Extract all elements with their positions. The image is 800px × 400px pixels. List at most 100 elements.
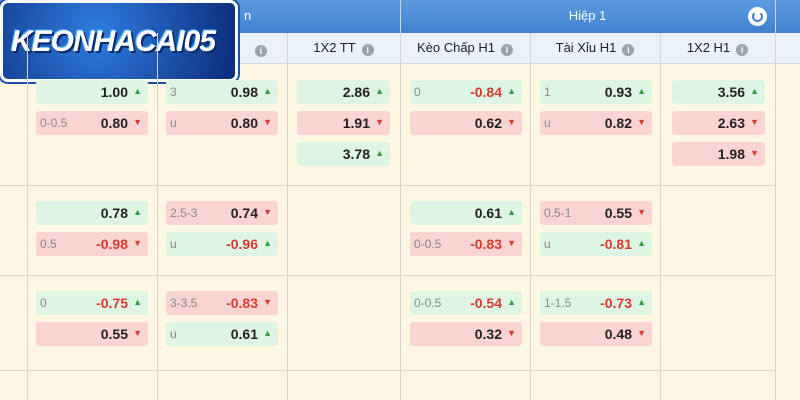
trend-arrow xyxy=(133,328,142,338)
odds-value: 1.91 xyxy=(342,115,370,131)
handicap-line: 3 xyxy=(170,85,177,99)
divider xyxy=(660,33,661,400)
trend-arrow xyxy=(637,297,646,307)
trend-arrow xyxy=(263,238,272,248)
odds-cell[interactable]: u -0.81 xyxy=(540,232,652,256)
row-divider xyxy=(0,275,775,276)
odds-cell[interactable]: 1.00 xyxy=(36,80,148,104)
section-label: Hiệp 1 xyxy=(568,8,607,23)
odds-cell[interactable]: 2.86 xyxy=(297,80,390,104)
odds-cell[interactable]: 3-3.5 -0.83 xyxy=(166,291,278,315)
odds-cell[interactable]: 0-0.5 -0.83 xyxy=(410,232,522,256)
trend-arrow xyxy=(133,297,142,307)
odds-cell[interactable]: u 0.82 xyxy=(540,111,652,135)
odds-cell[interactable]: 2.5-3 0.74 xyxy=(166,201,278,225)
odds-cell[interactable]: 0.5-1 0.55 xyxy=(540,201,652,225)
trend-arrow xyxy=(637,238,646,248)
info-icon xyxy=(736,44,749,56)
odds-value: 2.63 xyxy=(717,115,745,131)
trend-arrow xyxy=(133,207,142,217)
trend-arrow xyxy=(637,117,646,127)
odds-value: -0.83 xyxy=(470,236,502,252)
column-header-text: 1X2 H1 xyxy=(686,40,731,55)
trend-arrow xyxy=(750,148,759,158)
odds-value: 0.80 xyxy=(100,115,128,131)
odds-cell[interactable]: 0 -0.75 xyxy=(36,291,148,315)
trend-arrow xyxy=(750,117,759,127)
trend-arrow xyxy=(263,207,272,217)
odds-cell[interactable]: 3 0.98 xyxy=(166,80,278,104)
trend-arrow xyxy=(133,86,142,96)
divider xyxy=(530,33,531,400)
handicap-line: 0 xyxy=(40,296,47,310)
trend-arrow xyxy=(263,86,272,96)
odds-value: 0.93 xyxy=(604,84,632,100)
odds-cell[interactable]: 0-0.5 0.80 xyxy=(36,111,148,135)
handicap-line: 3-3.5 xyxy=(170,296,198,310)
column-header-text: Tài Xỉu H1 xyxy=(555,40,617,55)
odds-cell[interactable]: 0.55 xyxy=(36,322,148,346)
section-left-label: n xyxy=(244,8,252,23)
odds-cell[interactable]: 2.63 xyxy=(672,111,765,135)
trend-arrow xyxy=(637,328,646,338)
trend-arrow xyxy=(133,238,142,248)
odds-cell[interactable]: 0.32 xyxy=(410,322,522,346)
logo: KEONHACAI05 xyxy=(0,0,238,82)
odds-value: 0.78 xyxy=(100,205,128,221)
odds-value: 0.62 xyxy=(474,115,502,131)
trend-arrow xyxy=(637,86,646,96)
handicap-line: 1-1.5 xyxy=(544,296,572,310)
trend-arrow xyxy=(507,207,516,217)
odds-value: -0.98 xyxy=(96,236,128,252)
divider xyxy=(775,0,776,400)
odds-cell[interactable]: 0 -0.84 xyxy=(410,80,522,104)
odds-value: 3.78 xyxy=(342,146,370,162)
odds-cell[interactable]: 0-0.5 -0.54 xyxy=(410,291,522,315)
handicap-line: u xyxy=(544,116,551,130)
odds-value: 0.55 xyxy=(604,205,632,221)
trend-arrow xyxy=(507,238,516,248)
handicap-line: u xyxy=(544,237,551,251)
odds-cell[interactable]: 1 0.93 xyxy=(540,80,652,104)
odds-cell[interactable]: 3.56 xyxy=(672,80,765,104)
column-header: Tài Xỉu H1 xyxy=(530,40,660,56)
odds-cell[interactable]: 0.78 xyxy=(36,201,148,225)
odds-value: 0.61 xyxy=(230,326,258,342)
info-icon xyxy=(622,44,635,56)
handicap-line: 0-0.5 xyxy=(40,116,68,130)
trend-arrow xyxy=(375,117,384,127)
odds-cell[interactable]: 0.61 xyxy=(410,201,522,225)
odds-value: 3.56 xyxy=(717,84,745,100)
handicap-line: 0.5 xyxy=(40,237,57,251)
odds-cell[interactable]: 1.91 xyxy=(297,111,390,135)
trend-arrow xyxy=(750,86,759,96)
odds-value: 0.61 xyxy=(474,205,502,221)
trend-arrow xyxy=(507,328,516,338)
trend-arrow xyxy=(637,207,646,217)
odds-value: -0.83 xyxy=(226,295,258,311)
trend-arrow xyxy=(133,117,142,127)
logo-text: KEONHACAI05 xyxy=(11,25,216,58)
column-header: 1X2 H1 xyxy=(660,40,775,56)
odds-cell[interactable]: 1.98 xyxy=(672,142,765,166)
trend-arrow xyxy=(507,86,516,96)
trend-arrow xyxy=(507,297,516,307)
trend-arrow xyxy=(507,117,516,127)
odds-cell[interactable]: u -0.96 xyxy=(166,232,278,256)
column-header-text: Kèo Chấp H1 xyxy=(416,40,496,55)
odds-cell[interactable]: 3.78 xyxy=(297,142,390,166)
odds-cell[interactable]: 0.5 -0.98 xyxy=(36,232,148,256)
refresh-button[interactable] xyxy=(748,7,767,26)
divider xyxy=(27,33,28,400)
odds-value: 0.82 xyxy=(604,115,632,131)
odds-cell[interactable]: u 0.80 xyxy=(166,111,278,135)
divider xyxy=(400,0,401,400)
row-divider xyxy=(0,370,775,371)
handicap-line: 1 xyxy=(544,85,551,99)
odds-cell[interactable]: 1-1.5 -0.73 xyxy=(540,291,652,315)
odds-cell[interactable]: 0.48 xyxy=(540,322,652,346)
trend-arrow xyxy=(263,328,272,338)
odds-cell[interactable]: 0.62 xyxy=(410,111,522,135)
odds-cell[interactable]: u 0.61 xyxy=(166,322,278,346)
